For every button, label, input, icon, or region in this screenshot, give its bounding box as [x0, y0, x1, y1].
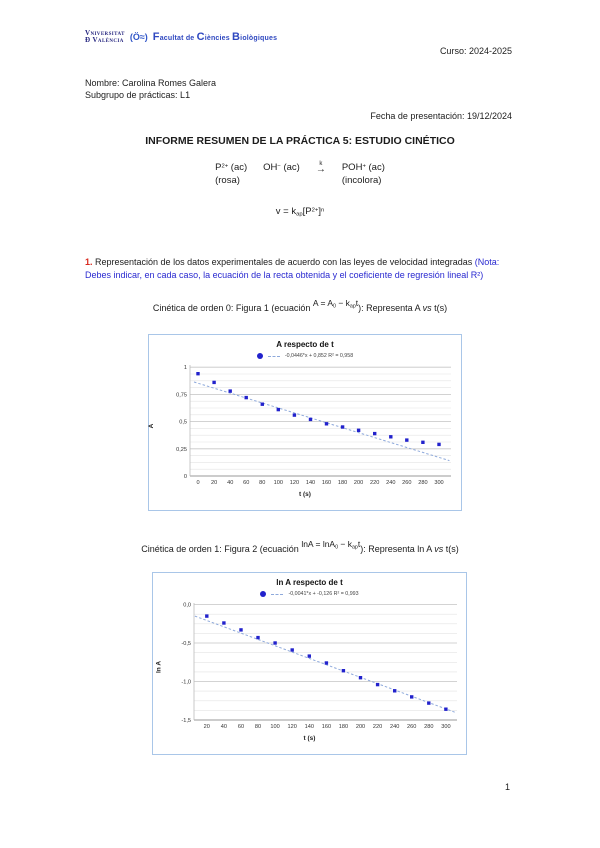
svg-text:20: 20 — [203, 724, 209, 730]
svg-text:120: 120 — [290, 480, 299, 486]
svg-text:0,5: 0,5 — [179, 420, 187, 426]
svg-text:240: 240 — [386, 480, 395, 486]
y-axis-label: A — [147, 423, 155, 429]
svg-text:20: 20 — [211, 480, 217, 486]
svg-text:160: 160 — [321, 724, 330, 730]
figure-2-chart: ln A respecto de t -0,0041*x + -0,126 R²… — [152, 572, 467, 755]
svg-text:100: 100 — [274, 480, 283, 486]
svg-text:100: 100 — [270, 724, 279, 730]
svg-text:0,75: 0,75 — [176, 392, 187, 398]
svg-text:280: 280 — [418, 480, 427, 486]
svg-text:260: 260 — [407, 724, 416, 730]
chart-title: ln A respecto de t — [276, 578, 343, 587]
svg-text:60: 60 — [243, 480, 249, 486]
x-axis-label: t (s) — [299, 491, 311, 498]
university-emblem-icon: (Ö≈) — [129, 32, 148, 42]
section-1-paragraph: 1. Representación de los datos experimen… — [85, 256, 503, 281]
svg-text:280: 280 — [424, 724, 433, 730]
svg-text:0: 0 — [196, 480, 199, 486]
order-0-equation: A = A0 − kapt — [312, 298, 359, 310]
university-logo-text: Vniversitat Ð València — [85, 30, 125, 44]
section-number: 1. — [85, 257, 93, 267]
faculty-name: Facultat de Ciències Biològiques — [152, 31, 278, 43]
svg-text:-0,5: -0,5 — [181, 641, 191, 647]
student-name: Nombre: Carolina Romes Galera — [85, 78, 217, 88]
svg-text:1: 1 — [184, 365, 187, 371]
figure-1-chart: A respecto de t -0,0446*x + 0,852 R² = 0… — [148, 334, 462, 511]
svg-text:160: 160 — [322, 480, 331, 486]
section-note: (Nota: Debes indicar, en cada caso, la e… — [85, 257, 500, 280]
legend-point-marker-icon — [260, 591, 267, 597]
svg-text:80: 80 — [254, 724, 260, 730]
svg-text:-1,5: -1,5 — [181, 718, 191, 724]
svg-text:220: 220 — [370, 480, 379, 486]
product-color-label: (incolora) — [341, 175, 382, 186]
plot-area: 0 0,25 0,5 0,75 1 0 20 40 60 80 100 120 140 160 180 200… — [176, 365, 451, 486]
presentation-date: Fecha de presentación: 19/12/2024 — [370, 111, 512, 121]
product: POH+ (ac) — [341, 162, 385, 173]
reactant-color-label: (rosa) — [215, 175, 240, 186]
svg-text:0,0: 0,0 — [183, 603, 191, 609]
legend-point-marker-icon — [256, 353, 263, 359]
svg-text:80: 80 — [259, 480, 265, 486]
legend-trendline-icon — [271, 593, 284, 595]
svg-text:0,25: 0,25 — [176, 447, 187, 453]
svg-text:240: 240 — [390, 724, 399, 730]
svg-text:200: 200 — [355, 724, 364, 730]
legend-equation: -0,0041*x + -0,126 R² = 0,993 — [288, 591, 359, 597]
order-1-equation: lnA = lnA0 − kapt — [301, 539, 361, 551]
y-axis-label: ln A — [155, 660, 163, 674]
svg-text:260: 260 — [402, 480, 411, 486]
legend-trendline-icon — [267, 355, 280, 357]
course-year: Curso: 2024-2025 — [439, 46, 512, 56]
reactant-2: OH− (ac) — [263, 162, 300, 173]
svg-text:200: 200 — [354, 480, 363, 486]
chart-legend: -0,0041*x + -0,126 R² = 0,993 — [260, 590, 359, 598]
svg-text:60: 60 — [237, 724, 243, 730]
svg-text:0: 0 — [184, 474, 187, 480]
logo-line2: Ð València — [85, 36, 124, 44]
practice-subgroup: Subgrupo de prácticas: L1 — [85, 90, 191, 100]
chart-legend: -0,0446*x + 0,852 R² = 0,958 — [256, 352, 354, 360]
svg-text:120: 120 — [287, 724, 296, 730]
svg-text:140: 140 — [304, 724, 313, 730]
document-title: INFORME RESUMEN DE LA PRÁCTICA 5: ESTUDI… — [145, 135, 455, 147]
svg-text:180: 180 — [338, 480, 347, 486]
svg-text:40: 40 — [227, 480, 233, 486]
university-logo: Vniversitat Ð València (Ö≈) Facultat de … — [85, 30, 277, 44]
logo-line1: Vniversitat — [85, 29, 125, 37]
legend-equation: -0,0446*x + 0,852 R² = 0,958 — [284, 353, 354, 359]
reaction-arrow: k → — [315, 161, 326, 175]
figure-2-caption: Cinética de orden 1: Figura 2 (ecuación … — [141, 539, 459, 554]
right-arrow-icon: → — [315, 164, 326, 175]
svg-text:-1,0: -1,0 — [181, 680, 191, 686]
section-text: Representación de los datos experimental… — [92, 257, 475, 267]
reaction-scheme: P2+ (ac) OH− (ac) k → POH+ (ac) (rosa) (i… — [0, 161, 600, 186]
page-number: 1 — [505, 782, 511, 792]
rate-law-equation: v = kap[P2+]n — [275, 206, 325, 218]
figure-1-caption: Cinética de orden 0: Figura 1 (ecuación … — [152, 298, 448, 313]
svg-text:300: 300 — [441, 724, 450, 730]
reactant-1: P2+ (ac) — [215, 162, 248, 173]
plot-area: 0,0 -0,5 -1,0 -1,5 20 40 60 80 100 120 140 160 180 20… — [181, 603, 457, 730]
svg-text:300: 300 — [434, 480, 443, 486]
x-axis-label: t (s) — [303, 735, 316, 742]
svg-text:140: 140 — [306, 480, 315, 486]
svg-text:180: 180 — [338, 724, 347, 730]
svg-text:40: 40 — [220, 724, 226, 730]
chart-title: A respecto de t — [276, 340, 334, 349]
svg-text:220: 220 — [372, 724, 381, 730]
